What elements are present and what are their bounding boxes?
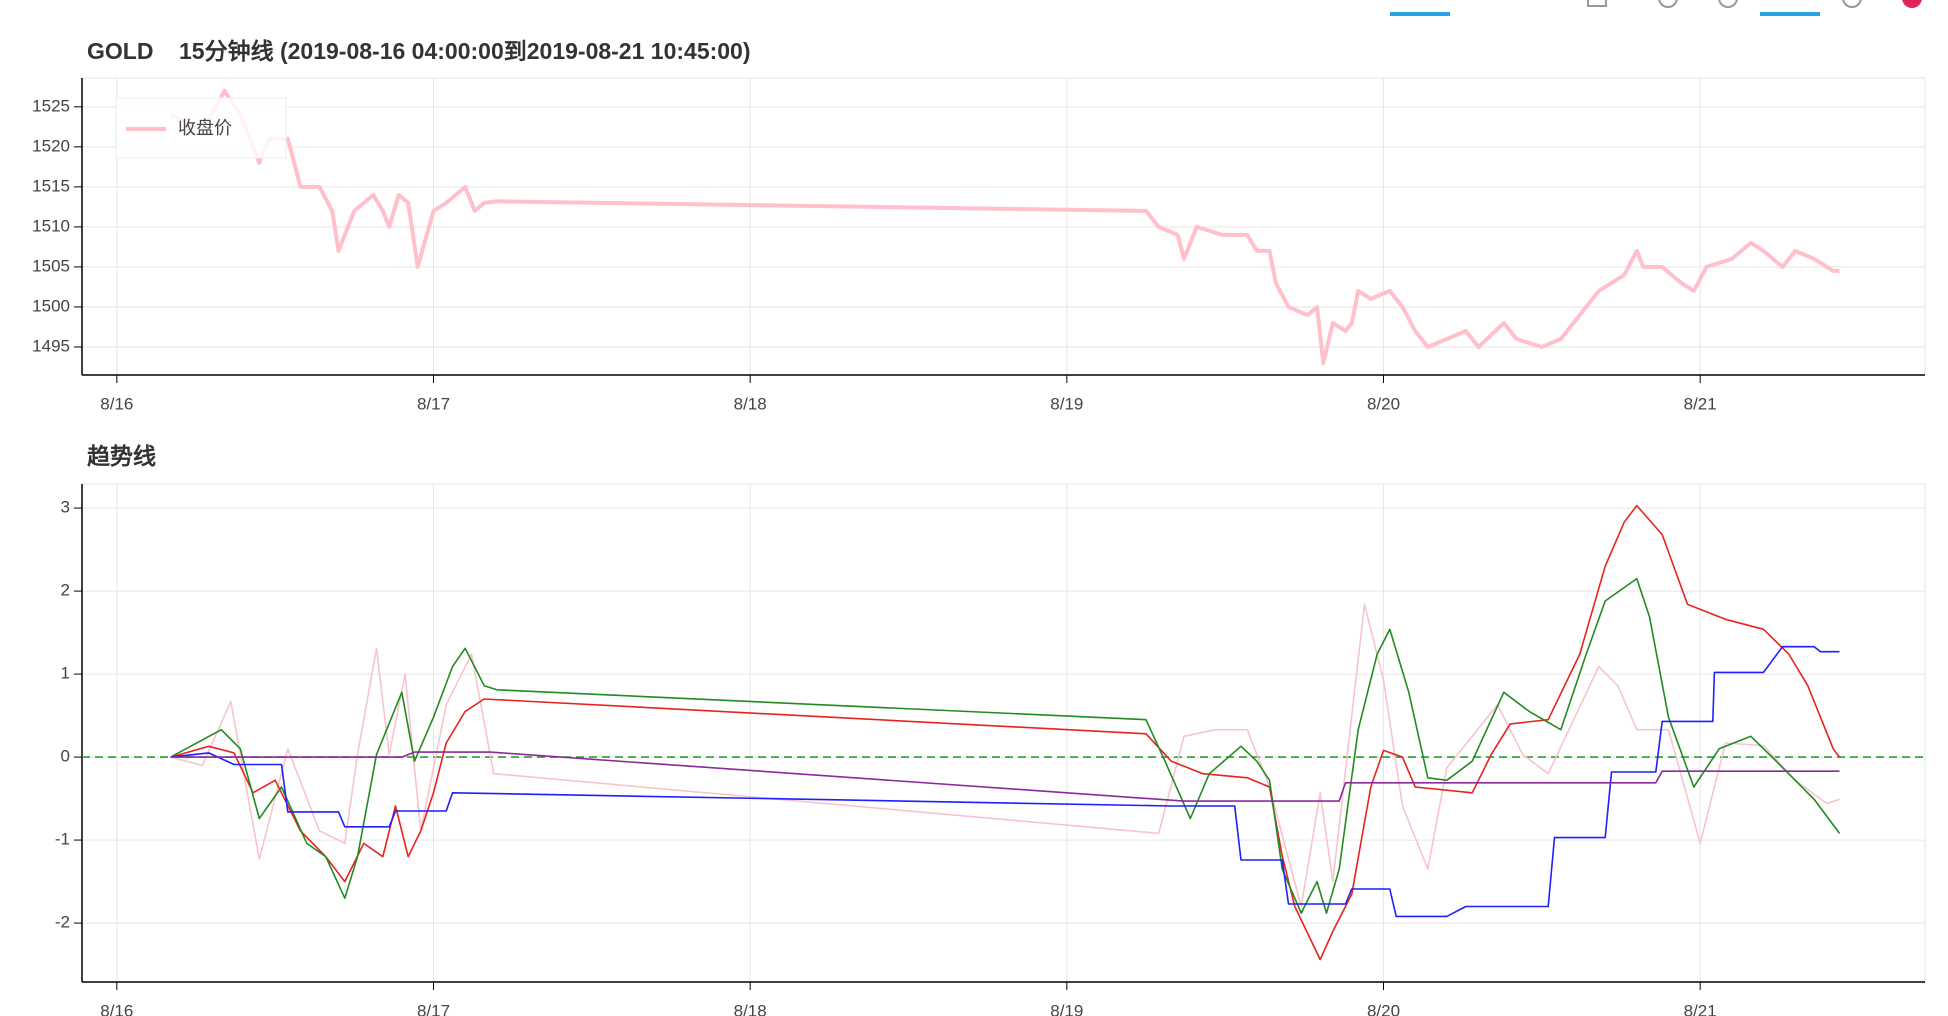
- toolbar-icon[interactable]: [1718, 0, 1738, 8]
- x-tick-label: 8/21: [1684, 1001, 1717, 1016]
- series-line: [170, 577, 1841, 914]
- series-line: [170, 603, 1840, 908]
- x-tick-label: 8/21: [1684, 394, 1717, 413]
- y-tick-label: 1510: [32, 216, 70, 235]
- toolbar-icon[interactable]: [1587, 0, 1607, 7]
- x-tick-label: 8/20: [1367, 1001, 1400, 1016]
- series-line: [169, 88, 1840, 365]
- x-tick-label: 8/18: [734, 1001, 767, 1016]
- x-tick-label: 8/16: [100, 1001, 133, 1016]
- x-tick-label: 8/17: [417, 1001, 450, 1016]
- y-tick-label: -2: [55, 913, 70, 932]
- y-tick-label: 1515: [32, 176, 70, 195]
- series-line: [170, 645, 1840, 918]
- y-tick-label: -1: [55, 830, 70, 849]
- y-tick-label: 1: [61, 664, 70, 683]
- chart-title: 趋势线: [87, 443, 156, 469]
- y-tick-label: 1495: [32, 336, 70, 355]
- plot-border: [81, 483, 1926, 983]
- y-tick-label: 3: [61, 498, 70, 517]
- series-line: [170, 504, 1841, 961]
- y-tick-label: 1525: [32, 96, 70, 115]
- toolbar: [1390, 0, 1922, 16]
- chart-title: GOLD 15分钟线 (2019-08-16 04:00:00到2019-08-…: [87, 38, 751, 64]
- series-line: [170, 751, 1840, 802]
- y-tick-label: 1505: [32, 256, 70, 275]
- x-tick-label: 8/19: [1050, 394, 1083, 413]
- toolbar-icon[interactable]: [1842, 0, 1862, 8]
- x-tick-label: 8/16: [100, 394, 133, 413]
- x-tick-label: 8/19: [1050, 1001, 1083, 1016]
- y-tick-label: 0: [61, 747, 70, 766]
- x-tick-label: 8/20: [1367, 394, 1400, 413]
- toolbar-icon[interactable]: [1902, 0, 1922, 8]
- x-tick-label: 8/18: [734, 394, 767, 413]
- legend-label: 收盘价: [178, 118, 232, 138]
- y-tick-label: 2: [61, 581, 70, 600]
- y-tick-label: 1500: [32, 296, 70, 315]
- y-tick-label: 1520: [32, 136, 70, 155]
- toolbar-icon[interactable]: [1658, 0, 1678, 8]
- x-tick-label: 8/17: [417, 394, 450, 413]
